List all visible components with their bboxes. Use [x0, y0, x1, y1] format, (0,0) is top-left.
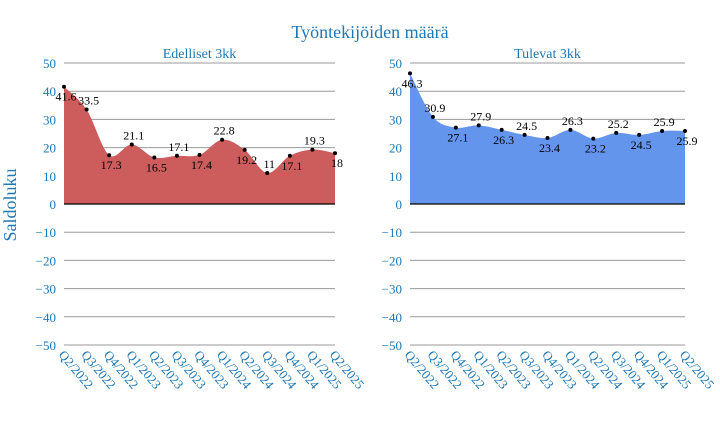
data-point — [310, 147, 315, 152]
y-tick-label: 50 — [43, 56, 56, 71]
data-label: 24.5 — [631, 138, 652, 152]
data-label: 16.5 — [146, 160, 167, 174]
y-tick-label: −40 — [36, 310, 56, 325]
y-tick-label: −50 — [36, 338, 56, 353]
series-area — [64, 86, 335, 204]
chart-panels: Edelliset 3kk 50 40 30 20 10 0 −10 −20 −30 −40 −50 4… — [36, 47, 718, 392]
data-label: 26.3 — [562, 114, 583, 128]
data-point — [62, 84, 66, 89]
data-point — [84, 107, 89, 112]
data-label: 24.5 — [516, 119, 537, 133]
data-point — [287, 153, 292, 158]
y-tick-label: 20 — [43, 141, 56, 156]
data-point — [197, 152, 202, 157]
data-label: 18 — [331, 156, 343, 170]
y-tick-label: 10 — [389, 169, 402, 184]
data-label: 23.4 — [539, 141, 560, 155]
data-label: 26.3 — [493, 133, 514, 147]
data-label: 33.5 — [78, 94, 99, 108]
data-label: 25.9 — [654, 115, 675, 129]
y-tick-label: −30 — [36, 282, 56, 297]
data-label: 17.1 — [281, 159, 302, 173]
data-point — [152, 155, 157, 160]
figure-title: Työntekijöiden määrä — [291, 22, 448, 42]
data-point — [265, 170, 270, 175]
data-point — [107, 153, 112, 158]
y-tick-label: −10 — [36, 225, 56, 240]
data-point — [522, 132, 527, 137]
panel-2: Tulevat 3kk 50 40 30 20 10 0 −10 −20 −30 −40 −50 46.… — [382, 47, 718, 392]
data-point — [660, 128, 665, 133]
data-label: 21.1 — [123, 128, 144, 142]
panel-title: Edelliset 3kk — [163, 47, 237, 62]
data-point — [476, 123, 481, 128]
y-tick-label: −20 — [36, 253, 56, 268]
y-tick-label: 0 — [50, 197, 57, 212]
y-tick-label: −50 — [382, 338, 402, 353]
data-label: 22.8 — [214, 124, 235, 138]
data-point — [220, 137, 225, 142]
data-point — [683, 128, 687, 133]
data-label: 27.1 — [447, 131, 468, 145]
y-tick-label: −20 — [382, 253, 402, 268]
data-label: 17.4 — [191, 158, 212, 172]
data-point — [614, 130, 619, 135]
data-point — [408, 71, 412, 76]
y-tick-label: −40 — [382, 310, 402, 325]
y-tick-label: 20 — [389, 141, 402, 156]
data-label: 11 — [263, 157, 275, 171]
y-tick-label: 40 — [43, 84, 56, 99]
data-point — [430, 114, 435, 119]
y-tick-label: −30 — [382, 282, 402, 297]
data-point — [591, 136, 596, 141]
data-label: 25.2 — [608, 117, 629, 131]
data-point — [568, 127, 573, 132]
panel-title: Tulevat 3kk — [514, 47, 581, 62]
data-label: 19.2 — [236, 153, 257, 167]
data-point — [637, 132, 642, 137]
y-tick-label: 0 — [396, 197, 403, 212]
data-label: 17.1 — [168, 140, 189, 154]
data-label: 19.3 — [304, 134, 325, 148]
data-point — [453, 125, 458, 130]
data-label: 46.3 — [402, 76, 423, 90]
panel-1: Edelliset 3kk 50 40 30 20 10 0 −10 −20 −30 −40 −50 4… — [36, 47, 368, 392]
y-tick-label: 30 — [389, 112, 402, 127]
data-point — [129, 142, 134, 147]
data-point — [333, 151, 337, 156]
data-point — [499, 127, 504, 132]
y-tick-label: −10 — [382, 225, 402, 240]
data-label: 23.2 — [585, 142, 606, 156]
y-tick-label: 30 — [43, 112, 56, 127]
data-point — [174, 153, 179, 158]
data-label: 30.9 — [424, 101, 445, 115]
data-label: 17.3 — [101, 158, 122, 172]
data-label: 27.9 — [470, 109, 491, 123]
y-tick-label: 50 — [389, 56, 402, 71]
y-tick-label: 10 — [43, 169, 56, 184]
data-label: 25.9 — [677, 134, 698, 148]
y-axis-title: Saldoluku — [0, 168, 20, 241]
data-label: 41.6 — [56, 90, 77, 104]
y-tick-label: 40 — [389, 84, 402, 99]
data-point — [242, 147, 247, 152]
data-point — [545, 136, 550, 141]
